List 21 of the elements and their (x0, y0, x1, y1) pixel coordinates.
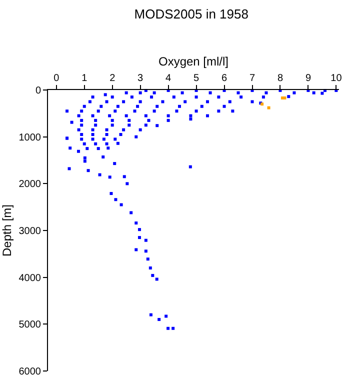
y-tick-label: 2000 (18, 179, 42, 190)
y-axis-title: Depth [m] (0, 204, 14, 257)
x-tick-label: 9 (305, 73, 312, 84)
x-axis-title: Oxygen [ml/l] (158, 54, 229, 68)
x-tick-label: 8 (277, 73, 284, 84)
x-tick-label: 6 (222, 73, 228, 84)
x-tick-label: 2 (110, 73, 116, 84)
x-tick-label: 0 (54, 73, 60, 84)
y-tick-label: 5000 (18, 320, 42, 331)
x-tick-label: 3 (138, 73, 144, 84)
y-tick-label: 1000 (18, 132, 42, 144)
x-tick-label: 10 (330, 73, 342, 84)
y-tick-label: 0 (35, 86, 42, 96)
x-tick-label: 4 (166, 73, 172, 84)
x-tick-label: 1 (82, 73, 88, 84)
x-tick-label: 5 (194, 73, 200, 84)
y-tick-label: 6000 (18, 366, 42, 378)
y-tick-label: 4000 (18, 272, 42, 284)
y-tick-label: 3000 (18, 226, 42, 237)
x-tick-label: 7 (249, 73, 256, 84)
chart-title: MODS2005 in 1958 (134, 6, 248, 22)
